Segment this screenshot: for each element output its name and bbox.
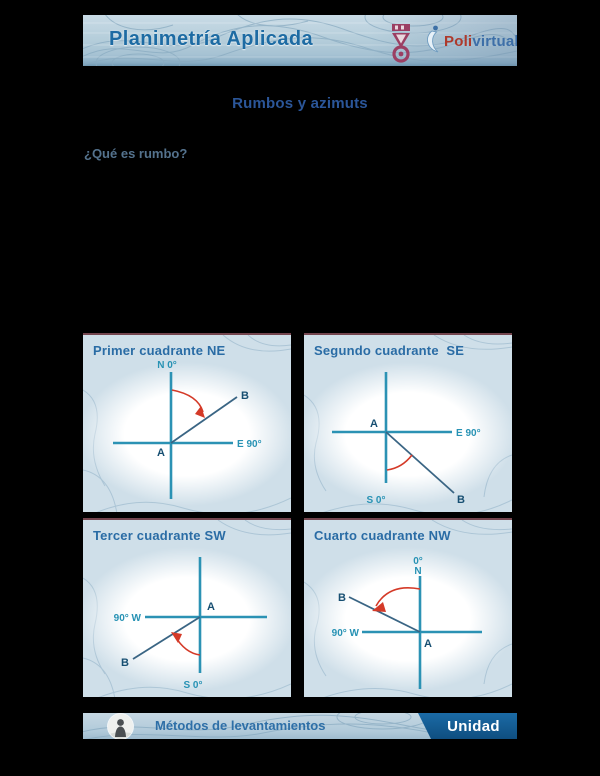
quadrant-box-sw: 90° W S 0° A B Tercer cuadrante SW <box>83 518 291 697</box>
quadrant-title: Segundo cuadrante SE <box>314 343 465 358</box>
origin-label: A <box>207 601 215 613</box>
bearing-diagram-se: E 90° S 0° A B <box>332 372 481 506</box>
quadrant-box-ne: N 0° E 90° A B Primer cuadrante NE <box>83 333 291 512</box>
south-label: S 0° <box>183 680 202 691</box>
page-title: Rumbos y azimuts <box>232 95 368 112</box>
origin-label: A <box>370 418 378 430</box>
footer-course-name: Métodos de levantamientos <box>155 718 326 733</box>
course-title: Planimetría Aplicada <box>109 28 313 50</box>
white-ellipse-glow <box>304 520 512 697</box>
point-label: B <box>457 494 465 506</box>
quadrant-title: Primer cuadrante NE <box>93 343 226 358</box>
polivirtual-virtual: virtual <box>472 32 517 50</box>
polivirtual-logo: Polivirtual <box>423 25 517 57</box>
north-degree-label: 0° <box>413 556 423 567</box>
west-label: 90° W <box>114 613 142 624</box>
banner-shade <box>367 15 517 66</box>
point-label: B <box>241 390 249 402</box>
east-label: E 90° <box>237 439 262 450</box>
white-ellipse-glow <box>83 520 291 697</box>
quadrant-title: Tercer cuadrante SW <box>93 528 226 543</box>
bearing-diagram-ne: N 0° E 90° A B <box>113 360 262 499</box>
south-label: S 0° <box>366 495 385 506</box>
quadrant-box-nw: 0° N 90° W A B Cuarto cuadrante NW <box>304 518 512 697</box>
point-label: B <box>338 592 346 604</box>
ipn-logo-icon <box>392 24 410 63</box>
surveyor-figure-icon <box>108 714 133 739</box>
origin-label: A <box>157 447 165 459</box>
footer-banner: Métodos de levantamientos Unidad <box>83 713 517 739</box>
north-label: N <box>414 566 421 577</box>
east-label: E 90° <box>456 428 481 439</box>
quadrant-box-se: E 90° S 0° A B Segundo cuadrante SE <box>304 333 512 512</box>
white-ellipse-glow <box>83 335 291 512</box>
quadrant-title: Cuarto cuadrante NW <box>314 528 451 543</box>
polivirtual-poli: Poli <box>444 32 473 50</box>
surveyor-photo <box>108 714 133 739</box>
origin-label: A <box>424 638 432 650</box>
polivirtual-wordmark: Polivirtual <box>444 33 517 50</box>
unit-badge-label: Unidad <box>447 717 500 735</box>
topographic-pattern <box>83 15 517 66</box>
unit-badge: Unidad <box>418 713 517 739</box>
point-label: B <box>121 657 129 669</box>
question-heading: ¿Qué es rumbo? <box>84 146 188 161</box>
west-label: 90° W <box>332 628 360 639</box>
north-label: N 0° <box>157 360 177 371</box>
bearing-diagram-nw: 0° N 90° W A B <box>332 556 482 689</box>
white-ellipse-glow <box>304 335 512 512</box>
header-banner: Planimetría Aplicada Polivirtual <box>83 15 517 66</box>
polivirtual-swoosh-icon <box>427 25 439 53</box>
bearing-diagram-sw: 90° W S 0° A B <box>114 557 267 691</box>
